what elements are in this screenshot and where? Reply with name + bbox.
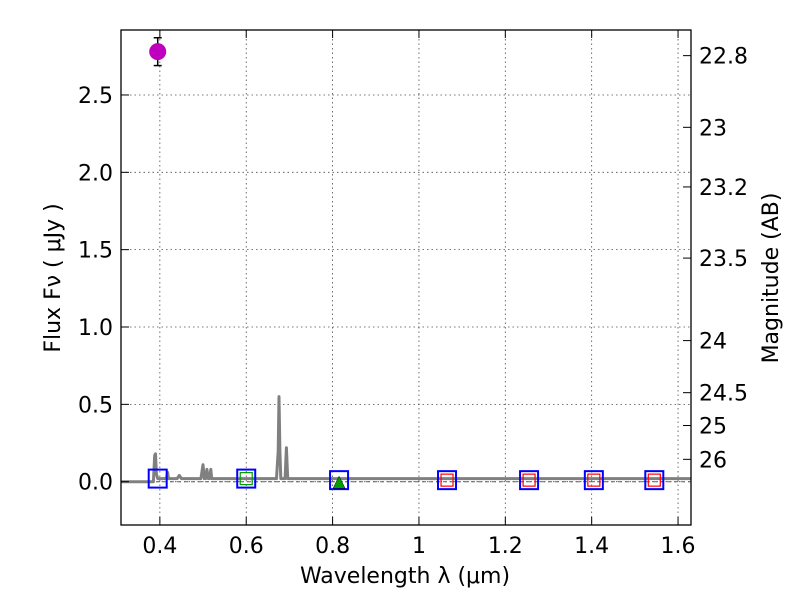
upper-limit-box xyxy=(440,473,454,487)
model-flux-box xyxy=(583,470,604,491)
upper-limit-box xyxy=(587,473,601,487)
detection-point xyxy=(149,43,167,61)
model-flux-box xyxy=(147,468,168,489)
y-tick-label: 2.5 xyxy=(78,84,113,109)
mag-tick-label: 26 xyxy=(699,448,727,473)
upper-limit-box xyxy=(522,473,536,487)
mag-tick-label: 23 xyxy=(699,116,727,141)
mag-tick-label: 24.5 xyxy=(699,382,748,407)
mag-tick-label: 22.8 xyxy=(699,45,748,70)
markers-layer xyxy=(147,36,665,491)
x-tick-label: 0.6 xyxy=(229,534,264,559)
model-flux-box xyxy=(519,470,540,491)
x-tick-label: 0.4 xyxy=(142,534,177,559)
y-tick-label: 0.0 xyxy=(78,471,113,496)
axes-frame xyxy=(120,29,692,526)
upper-limit-box xyxy=(647,473,661,487)
mag-tick-label: 24 xyxy=(699,330,727,355)
y-tick-label: 1.0 xyxy=(78,316,113,341)
x-tick-label: 1 xyxy=(412,534,426,559)
x-tick-label: 1.4 xyxy=(574,534,609,559)
model-flux-box xyxy=(329,470,350,491)
y-axis-label: Flux Fν ( μJy ) xyxy=(41,203,66,352)
plot-frame xyxy=(120,29,692,526)
model-flux-box xyxy=(236,468,257,489)
x-tick-label: 0.8 xyxy=(315,534,350,559)
y-tick-label: 1.5 xyxy=(78,239,113,264)
upper-limit-box xyxy=(239,471,253,486)
mag-tick-label: 25 xyxy=(699,415,727,440)
y-tick-label: 0.5 xyxy=(78,393,113,418)
x-tick-label: 1.6 xyxy=(661,534,696,559)
green-triangle-marker xyxy=(332,475,346,489)
x-tick-label: 1.2 xyxy=(488,534,523,559)
grid-lines xyxy=(121,30,691,525)
tick-labels: 0.4 0.6 0.8 1 1.2 1.4 1.6 0.0 0.5 1.0 1.5 2.0 2.5 22.… xyxy=(78,45,748,559)
mag-tick-label: 23.5 xyxy=(699,247,748,272)
y-axis-label-right: Magnitude (AB) xyxy=(759,193,784,364)
model-spectrum-line xyxy=(121,395,691,484)
model-flux-box xyxy=(437,470,458,491)
y-tick-label: 2.0 xyxy=(78,161,113,186)
model-spectrum-layer xyxy=(121,395,691,484)
mag-tick-label: 23.2 xyxy=(699,176,748,201)
x-axis-label: Wavelength λ (μm) xyxy=(300,564,510,589)
model-flux-box xyxy=(644,470,665,491)
